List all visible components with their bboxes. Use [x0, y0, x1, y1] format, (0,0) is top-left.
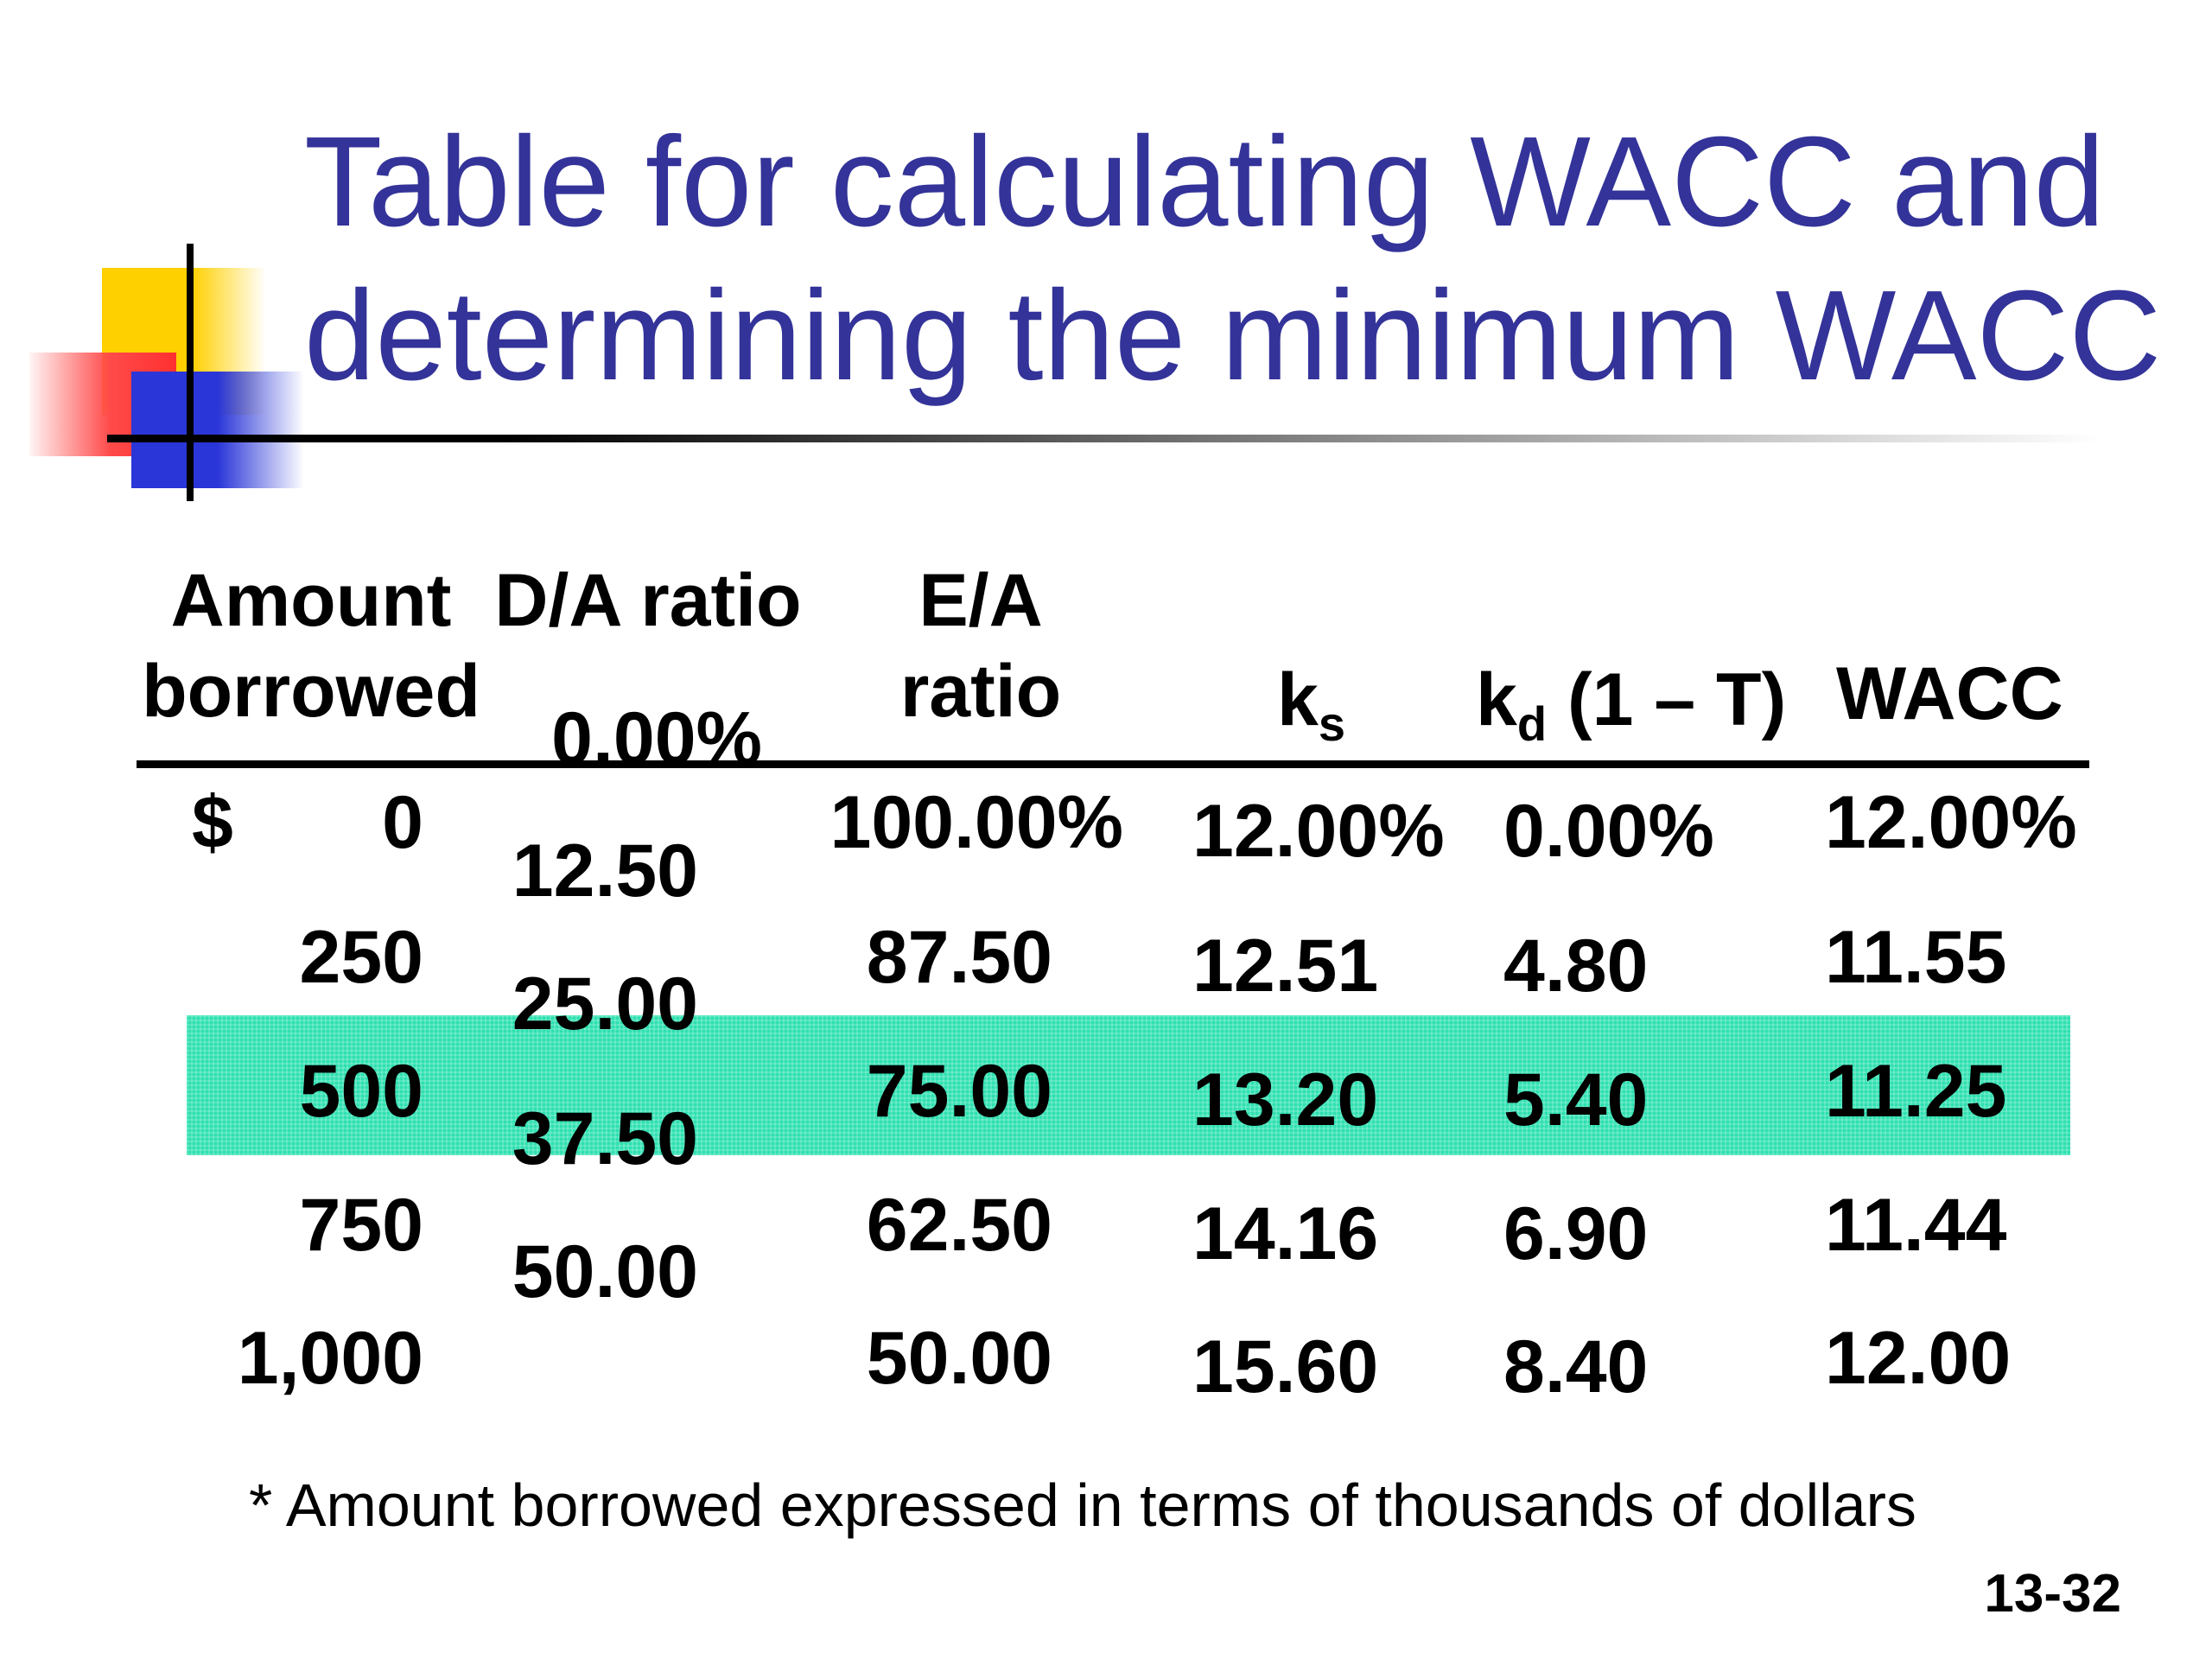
header-ks-main: k — [1277, 658, 1319, 741]
ks-value: 14.16 — [1192, 1192, 1379, 1275]
header-da-ratio: D/A ratio — [494, 559, 802, 642]
ea-value: 87.50 — [866, 916, 1052, 999]
kd-value: 8.40 — [1503, 1325, 1649, 1408]
wacc-value: 12.00% — [1825, 781, 2077, 864]
ks-value: 13.20 — [1192, 1058, 1379, 1141]
ea-value: 100.00% — [830, 781, 1123, 864]
wacc-value: 11.55 — [1825, 916, 2007, 999]
decor-blue-square — [131, 372, 304, 488]
ks-value: 12.51 — [1192, 925, 1379, 1007]
wacc-value: 11.25 — [1825, 1050, 2007, 1133]
slide-title-line-1: Table for calculating WACC and — [304, 111, 2105, 253]
header-ea-line-1: E/A — [918, 559, 1043, 642]
decor-vertical-line — [187, 244, 194, 501]
ea-value: 50.00 — [866, 1317, 1052, 1400]
header-ks-subscript: s — [1318, 696, 1345, 751]
amount-value: 750 — [299, 1184, 424, 1267]
ea-value: 62.50 — [866, 1184, 1052, 1267]
amount-value: 250 — [299, 916, 424, 999]
amount-value: 0 — [382, 781, 423, 864]
header-kd-rest: (1 – T) — [1547, 658, 1787, 741]
da-value: 50.00 — [512, 1230, 698, 1313]
header-kd: kd (1 – T) — [1476, 657, 1786, 767]
wacc-value: 12.00 — [1825, 1317, 2012, 1400]
slide-title: Table for calculating WACC and determini… — [304, 105, 2162, 413]
da-value: 37.50 — [512, 1097, 698, 1180]
kd-value: 5.40 — [1503, 1058, 1649, 1141]
header-kd-subscript: d — [1516, 696, 1548, 751]
footnote: * Amount borrowed expressed in terms of … — [249, 1471, 1916, 1539]
ks-value: 12.00% — [1192, 790, 1445, 873]
kd-value: 4.80 — [1503, 925, 1649, 1007]
minimum-wacc-row-highlight — [187, 1015, 2070, 1155]
header-kd-main: k — [1476, 658, 1517, 741]
header-rule — [137, 760, 2089, 768]
amount-value: 500 — [299, 1050, 424, 1133]
header-amount-line-2: borrowed — [142, 650, 480, 733]
ks-value: 15.60 — [1192, 1325, 1379, 1408]
header-ea-line-2: ratio — [899, 650, 1062, 733]
header-amount-line-1: Amount — [170, 559, 452, 642]
header-wacc: WACC — [1836, 652, 2063, 735]
slide-title-line-2: determining the minimum WACC — [304, 264, 2162, 407]
da-value: 25.00 — [512, 963, 698, 1046]
kd-value: 0.00% — [1503, 790, 1714, 873]
currency-symbol: $ — [192, 781, 233, 864]
wacc-value: 11.44 — [1825, 1184, 2007, 1267]
title-underline — [107, 435, 2103, 442]
ea-value: 75.00 — [866, 1050, 1052, 1133]
da-value: 0.00% — [551, 697, 762, 780]
amount-value: 1,000 — [237, 1317, 423, 1400]
da-value: 12.50 — [512, 830, 698, 912]
kd-value: 6.90 — [1503, 1192, 1649, 1275]
slide-number: 13-32 — [1984, 1564, 2121, 1624]
header-ks: ks — [1277, 657, 1345, 767]
